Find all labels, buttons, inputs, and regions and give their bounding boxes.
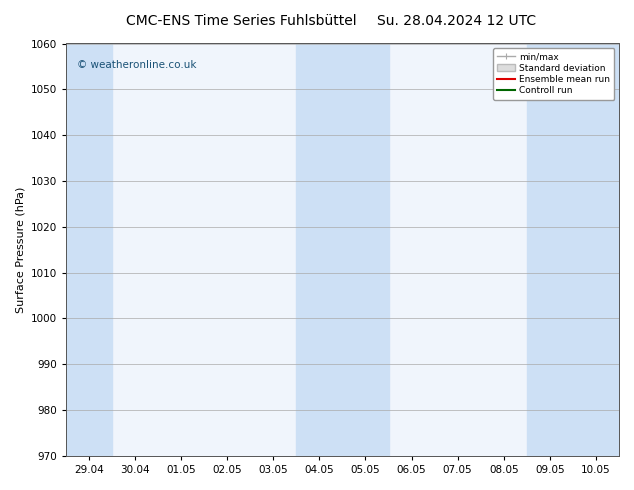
Text: © weatheronline.co.uk: © weatheronline.co.uk bbox=[77, 60, 197, 70]
Y-axis label: Surface Pressure (hPa): Surface Pressure (hPa) bbox=[15, 187, 25, 313]
Bar bbox=[527, 44, 619, 456]
Bar bbox=[66, 44, 112, 456]
Bar bbox=[296, 44, 389, 456]
Legend: min/max, Standard deviation, Ensemble mean run, Controll run: min/max, Standard deviation, Ensemble me… bbox=[493, 48, 614, 100]
Text: CMC-ENS Time Series Fuhlsbüttel: CMC-ENS Time Series Fuhlsbüttel bbox=[126, 14, 356, 28]
Text: Su. 28.04.2024 12 UTC: Su. 28.04.2024 12 UTC bbox=[377, 14, 536, 28]
